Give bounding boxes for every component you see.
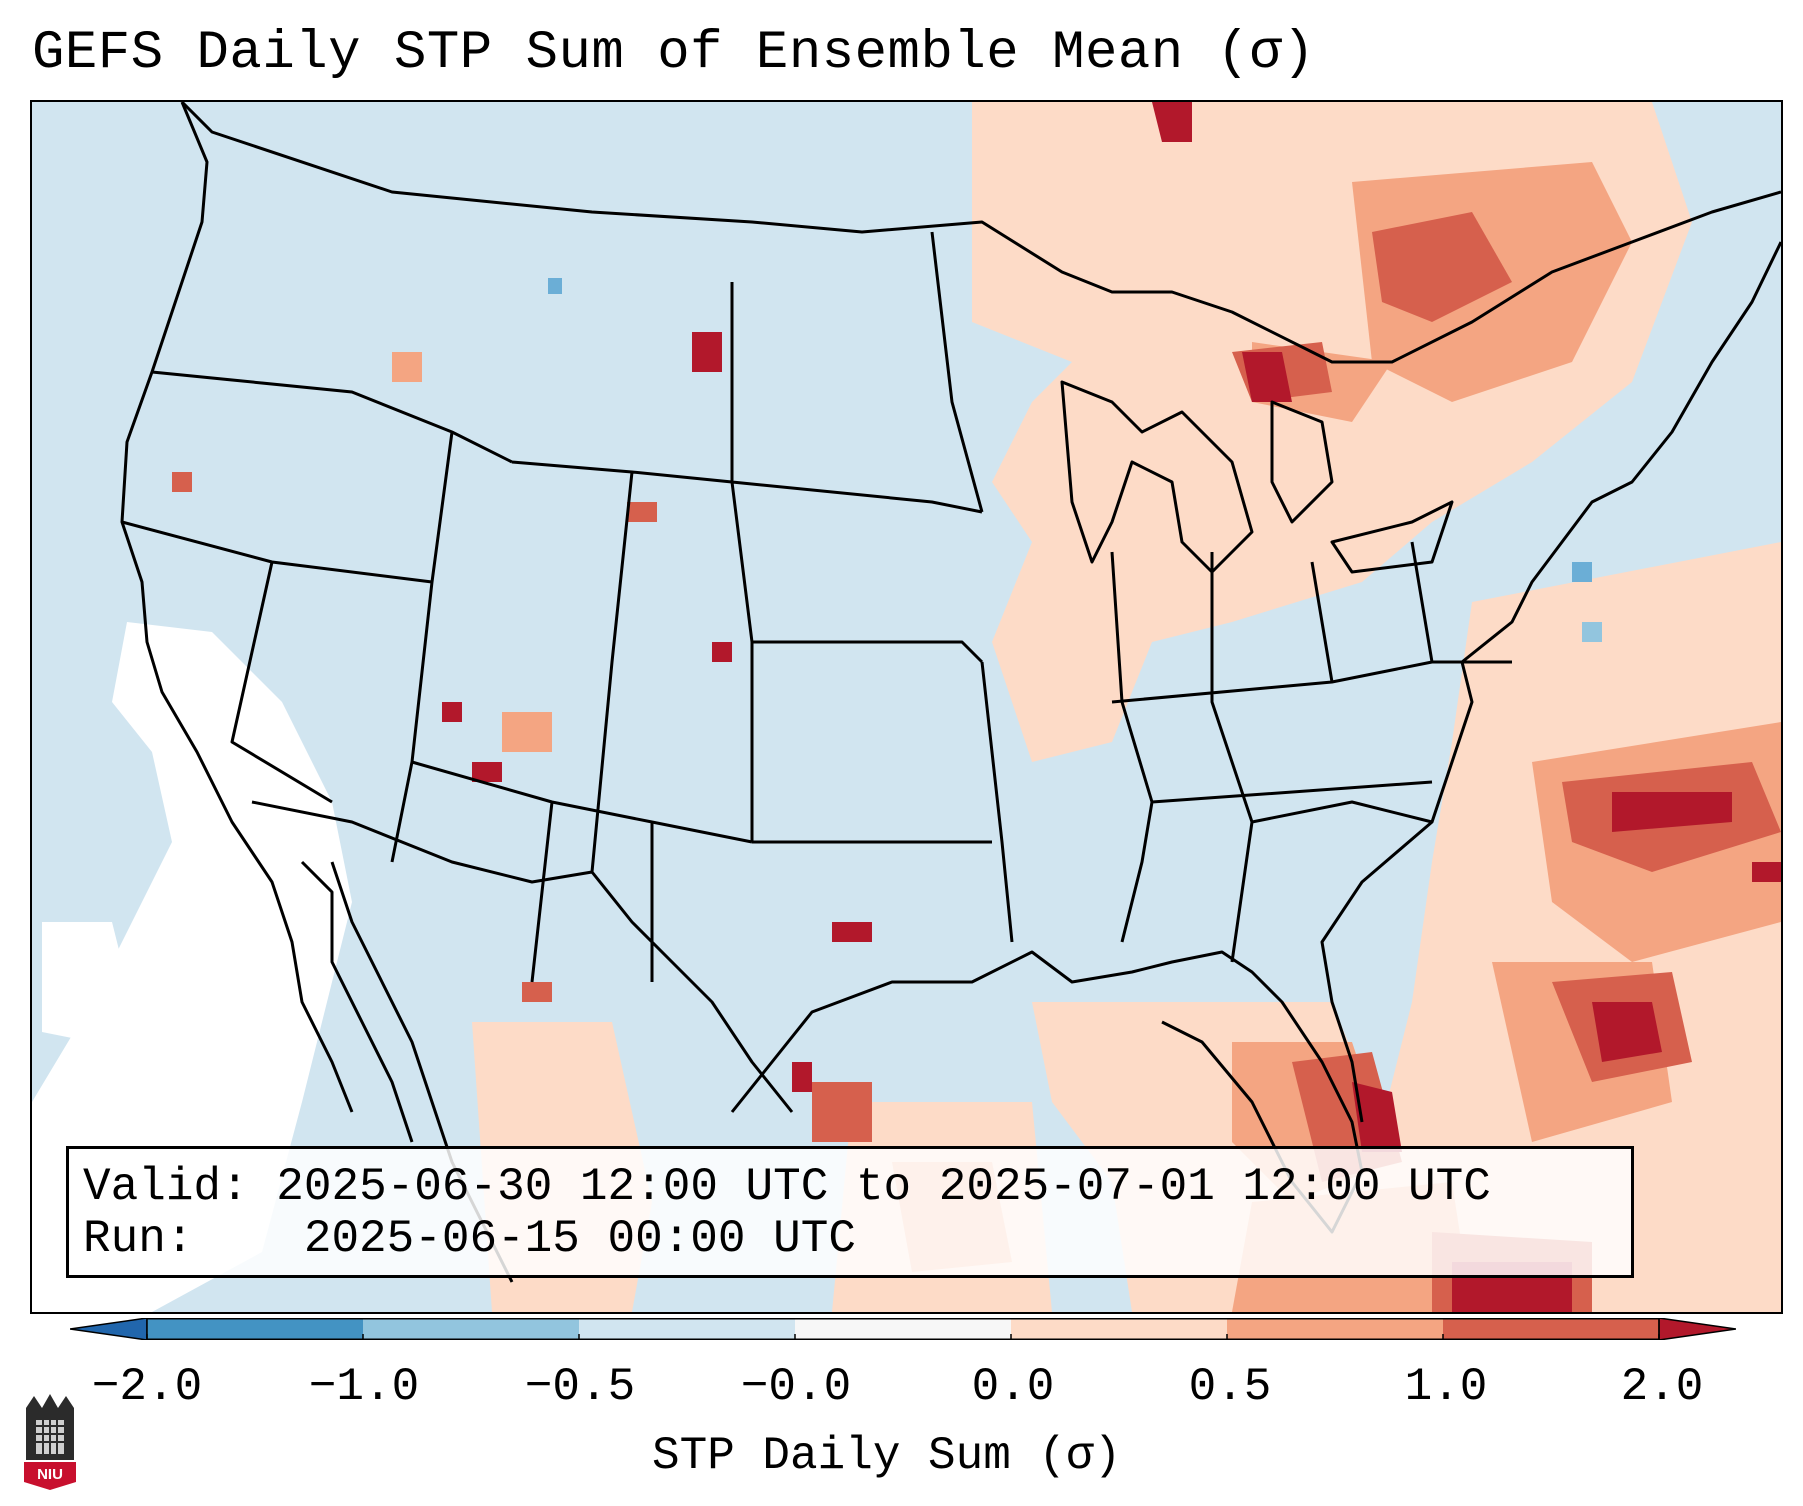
colorbar-outline bbox=[146, 1318, 1660, 1340]
state-borders-east bbox=[1110, 541, 1512, 963]
map-canvas bbox=[32, 102, 1781, 1312]
colorbar-extend-high bbox=[1658, 1318, 1736, 1340]
state-borders-west bbox=[121, 370, 753, 983]
valid-value: 2025-06-30 12:00 UTC to 2025-07-01 12:00… bbox=[276, 1161, 1491, 1213]
baja-peninsula bbox=[300, 860, 414, 1143]
niu-logo: NIU bbox=[24, 1394, 76, 1490]
colorbar-segment bbox=[579, 1318, 796, 1340]
east-coastline bbox=[1320, 241, 1781, 1123]
colorbar bbox=[70, 1318, 1736, 1340]
map-panel bbox=[30, 100, 1783, 1314]
colorbar-tick-label: 2.0 bbox=[1620, 1361, 1704, 1413]
country-and-state-borders bbox=[120, 102, 1781, 1283]
chart-title: GEFS Daily STP Sum of Ensemble Mean (σ) bbox=[32, 23, 1316, 84]
colorbar-segment bbox=[1227, 1318, 1444, 1340]
run-value: 2025-06-15 00:00 UTC bbox=[303, 1213, 856, 1265]
colorbar-label: STP Daily Sum (σ) bbox=[652, 1430, 1122, 1482]
colorbar-tick-label: −0.0 bbox=[740, 1361, 852, 1413]
valid-time-infobox: Valid: 2025-06-30 12:00 UTC to 2025-07-0… bbox=[66, 1146, 1634, 1278]
colorbar-segment bbox=[1011, 1318, 1228, 1340]
valid-label: Valid: bbox=[83, 1161, 249, 1213]
us-mexico-border bbox=[251, 800, 794, 1113]
west-coastline bbox=[120, 102, 354, 1113]
great-lakes bbox=[1060, 380, 1454, 574]
colorbar-tick-label: −2.0 bbox=[91, 1361, 203, 1413]
state-borders-plains bbox=[730, 231, 1014, 943]
colorbar-tick-label: 0.0 bbox=[971, 1361, 1055, 1413]
us-canada-border bbox=[180, 102, 1781, 364]
colorbar-segment bbox=[147, 1318, 364, 1340]
run-label: Run: bbox=[83, 1213, 194, 1265]
logo-text: NIU bbox=[37, 1466, 63, 1483]
scattered-cells bbox=[172, 278, 1781, 1142]
colorbar-segment bbox=[363, 1318, 580, 1340]
colorbar-tick-label: −0.5 bbox=[524, 1361, 636, 1413]
colorbar-extend-low bbox=[70, 1318, 148, 1340]
white-anomaly-region bbox=[32, 622, 352, 1312]
colorbar-tick-label: 1.0 bbox=[1404, 1361, 1488, 1413]
colorbar-segment bbox=[1443, 1318, 1660, 1340]
colorbar-tick-label: −1.0 bbox=[308, 1361, 420, 1413]
colorbar-segment bbox=[795, 1318, 1012, 1340]
colorbar-tick-label: 0.5 bbox=[1188, 1361, 1272, 1413]
